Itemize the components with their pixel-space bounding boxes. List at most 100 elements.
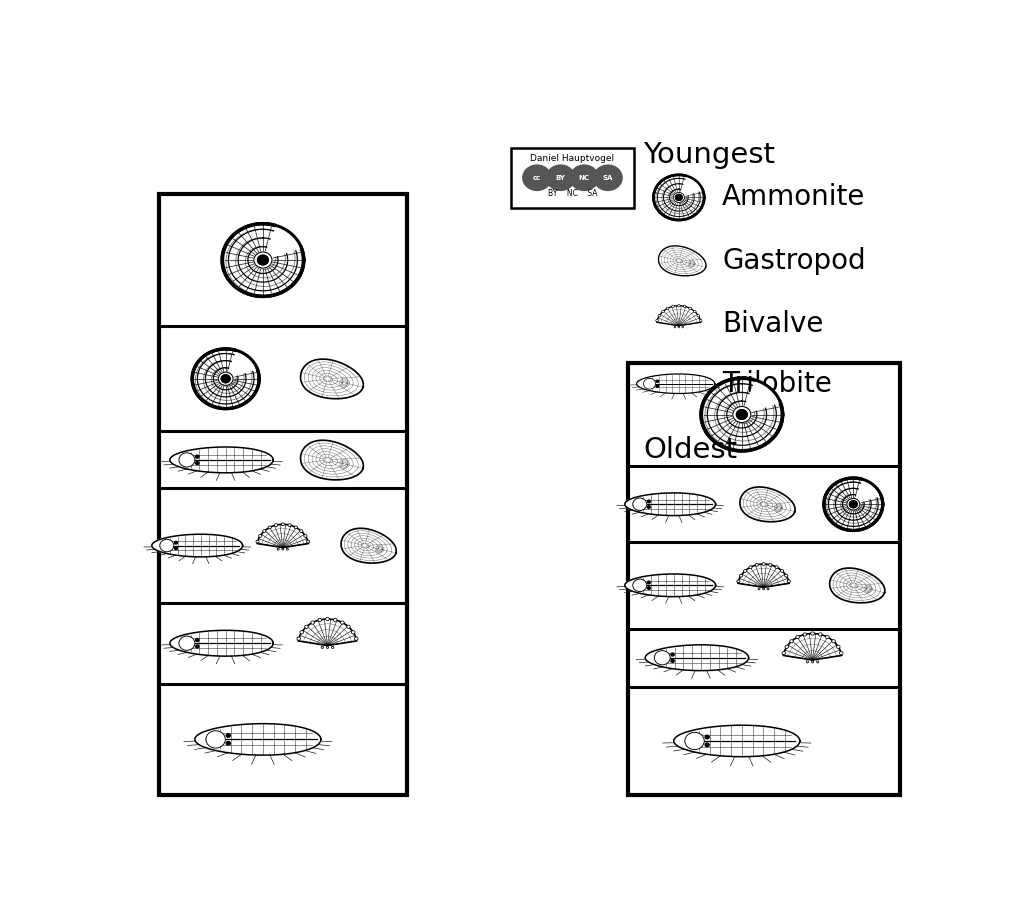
Circle shape [205,730,226,748]
Circle shape [546,165,575,191]
Circle shape [226,734,230,738]
Text: BY: BY [555,174,565,181]
Circle shape [832,640,835,643]
Wedge shape [741,380,781,415]
Circle shape [594,165,622,191]
Circle shape [806,661,809,663]
Circle shape [195,638,199,642]
Circle shape [671,305,674,308]
Circle shape [756,563,759,566]
Circle shape [697,314,700,317]
Circle shape [767,588,769,590]
Circle shape [673,193,684,203]
Circle shape [684,732,704,750]
Circle shape [288,524,291,527]
Circle shape [354,637,358,640]
Circle shape [784,574,788,577]
Polygon shape [298,619,357,645]
Circle shape [175,547,177,550]
Circle shape [278,549,280,551]
Bar [512,148,634,208]
Circle shape [262,530,265,532]
Circle shape [758,588,760,590]
Text: Bivalve: Bivalve [722,310,824,338]
Text: Youngest: Youngest [644,142,775,169]
Circle shape [789,640,793,643]
Circle shape [195,456,199,458]
Circle shape [683,305,686,308]
Wedge shape [263,226,302,260]
Circle shape [325,617,330,621]
Circle shape [648,587,650,590]
Circle shape [633,498,647,510]
Polygon shape [783,634,842,660]
Polygon shape [830,568,885,603]
Circle shape [780,570,784,572]
Circle shape [763,588,765,590]
Circle shape [334,618,337,622]
Polygon shape [301,359,363,399]
Text: Daniel Hauptvogel: Daniel Hauptvogel [531,154,614,163]
Circle shape [257,256,268,265]
Polygon shape [170,630,274,656]
Circle shape [179,453,195,467]
Circle shape [849,501,857,508]
Circle shape [195,462,199,465]
Circle shape [282,523,285,526]
Circle shape [523,165,551,191]
Circle shape [796,635,799,639]
Circle shape [662,310,664,313]
Circle shape [671,659,674,663]
Polygon shape [654,174,704,220]
Polygon shape [192,349,259,409]
Circle shape [811,632,815,635]
Circle shape [803,633,806,636]
Circle shape [705,743,709,747]
Circle shape [787,580,790,582]
Bar [159,194,407,795]
Circle shape [681,326,683,328]
Text: Trilobite: Trilobite [722,370,832,398]
Circle shape [705,735,709,739]
Circle shape [836,645,840,648]
Polygon shape [637,374,715,394]
Polygon shape [257,524,308,548]
Circle shape [341,621,344,624]
Circle shape [739,574,742,577]
Circle shape [352,631,355,634]
Polygon shape [624,574,716,596]
Circle shape [332,646,334,648]
Circle shape [736,410,747,419]
Circle shape [304,534,307,538]
Circle shape [769,563,772,566]
Circle shape [677,304,680,307]
Circle shape [819,633,822,636]
Polygon shape [740,487,795,521]
Circle shape [294,526,297,529]
Wedge shape [853,479,882,504]
Circle shape [671,653,674,656]
Circle shape [300,631,303,634]
Circle shape [654,651,670,665]
Circle shape [733,406,751,423]
Circle shape [287,549,289,551]
Circle shape [160,540,174,551]
Circle shape [648,582,650,583]
Circle shape [633,579,647,592]
Circle shape [656,380,659,383]
Circle shape [743,570,746,572]
Circle shape [700,320,702,321]
Circle shape [826,635,829,639]
Circle shape [318,618,321,622]
Polygon shape [738,564,789,587]
Polygon shape [301,440,363,480]
Polygon shape [341,529,397,563]
Circle shape [812,661,814,663]
Circle shape [658,314,661,317]
Text: Ammonite: Ammonite [722,184,865,212]
Circle shape [817,661,819,663]
Circle shape [306,540,309,543]
Circle shape [305,625,308,628]
Circle shape [785,645,788,648]
Polygon shape [222,224,304,297]
